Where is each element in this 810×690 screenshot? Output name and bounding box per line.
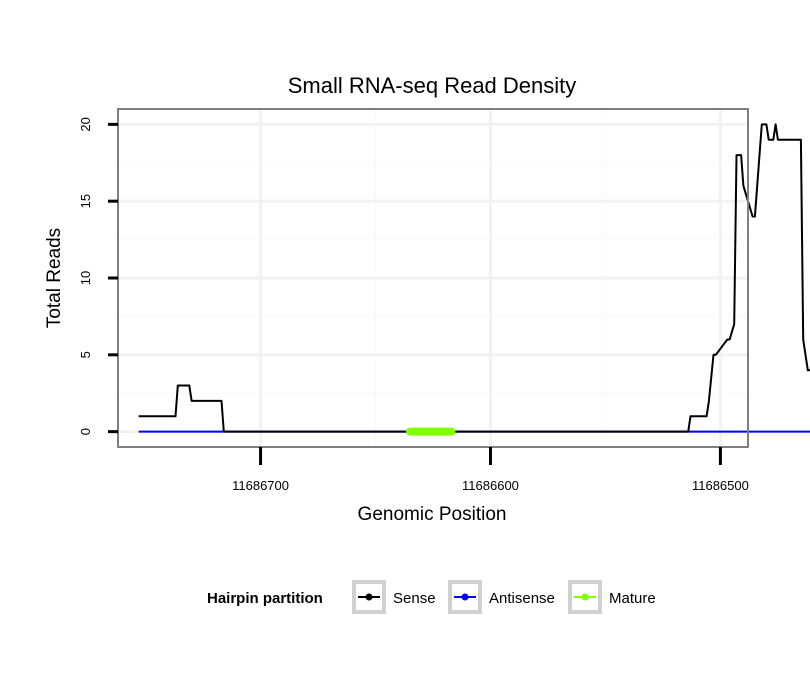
x-tick-label: 11686700 bbox=[232, 478, 289, 493]
y-tick-label: 0 bbox=[78, 428, 93, 435]
legend-key-point-mature bbox=[581, 593, 589, 601]
y-tick-label: 5 bbox=[78, 351, 93, 358]
y-tick-label: 20 bbox=[78, 117, 93, 131]
gridlines bbox=[118, 109, 748, 447]
chart-title: Small RNA-seq Read Density bbox=[288, 73, 577, 98]
y-axis-title: Total Reads bbox=[44, 228, 65, 328]
x-axis: 11686700 11686600 11686500 bbox=[232, 447, 749, 493]
legend-label-sense: Sense bbox=[393, 590, 436, 607]
legend-label-antisense: Antisense bbox=[489, 590, 555, 607]
legend-title: Hairpin partition bbox=[207, 590, 323, 607]
x-tick-label: 11686600 bbox=[462, 478, 519, 493]
y-tick-label: 15 bbox=[78, 194, 93, 208]
y-tick-label: 10 bbox=[78, 271, 93, 285]
x-axis-title: Genomic Position bbox=[358, 504, 507, 525]
legend: Hairpin partition Sense Antisense Mature bbox=[207, 580, 656, 614]
x-tick-label: 11686500 bbox=[692, 478, 749, 493]
legend-label-mature: Mature bbox=[609, 590, 656, 607]
legend-key-point-antisense bbox=[461, 593, 469, 601]
y-axis: 0 5 10 15 20 bbox=[78, 117, 118, 435]
legend-key-point-sense bbox=[365, 593, 373, 601]
